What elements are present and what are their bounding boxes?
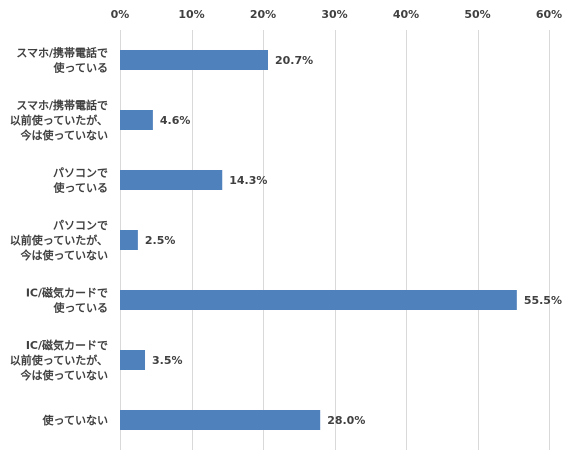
bars [120,50,517,430]
bar [120,170,223,190]
bar [120,50,269,70]
category-label-line: 使っている [53,301,108,315]
x-tick-label: 0% [111,8,130,21]
category-label-line: 今は使っていない [20,248,108,262]
category-label: パソコンで使っている [53,167,108,195]
bar [120,350,146,370]
data-label: 3.5% [152,354,183,367]
category-label-line: 以前使っていたが、 [10,113,108,127]
category-label: IC/磁気カードで使っている [26,286,108,315]
category-label: IC/磁気カードで以前使っていたが、今は使っていない [10,338,108,382]
category-label-line: パソコンで [53,167,108,180]
category-label-line: IC/磁気カードで [26,338,108,352]
category-label: スマホ/携帯電話で使っている [16,46,108,75]
data-label: 55.5% [524,294,562,307]
category-labels: スマホ/携帯電話で使っているスマホ/携帯電話で以前使っていたが、今は使っていない… [10,46,108,428]
x-tick-label: 60% [536,8,562,21]
category-label: パソコンで以前使っていたが、今は使っていない [10,219,108,262]
x-tick-label: 40% [393,8,419,21]
category-label: スマホ/携帯電話で以前使っていたが、今は使っていない [10,98,108,142]
data-label: 2.5% [145,234,176,247]
category-label-line: IC/磁気カードで [26,286,108,300]
x-tick-label: 10% [178,8,204,21]
data-label: 4.6% [160,114,191,127]
category-label-line: 今は使っていない [20,128,108,142]
data-label: 14.3% [229,174,267,187]
data-label: 28.0% [327,414,365,427]
gridlines [120,30,550,450]
bar [120,410,321,430]
category-label-line: 使っていない [42,413,108,427]
category-label-line: スマホ/携帯電話で [16,46,108,60]
category-label: 使っていない [42,413,108,427]
category-label-line: 今は使っていない [20,368,108,382]
category-label-line: 使っている [53,61,108,75]
bar [120,290,517,310]
data-label: 20.7% [275,54,313,67]
category-label-line: 以前使っていたが、 [10,233,108,247]
x-tick-label: 50% [464,8,490,21]
x-axis-ticks: 0% 10% 20% 30% 40% 50% 60% [111,8,563,21]
bar [120,230,138,250]
category-label-line: 以前使っていたが、 [10,353,108,367]
bar [120,110,153,130]
x-tick-label: 30% [321,8,347,21]
x-tick-label: 20% [250,8,276,21]
data-labels: 20.7% 4.6% 14.3% 2.5% 55.5% 3.5% 28.0% [145,54,562,427]
category-label-line: 使っている [53,181,108,195]
category-label-line: パソコンで [53,219,108,232]
category-label-line: スマホ/携帯電話で [16,98,108,112]
